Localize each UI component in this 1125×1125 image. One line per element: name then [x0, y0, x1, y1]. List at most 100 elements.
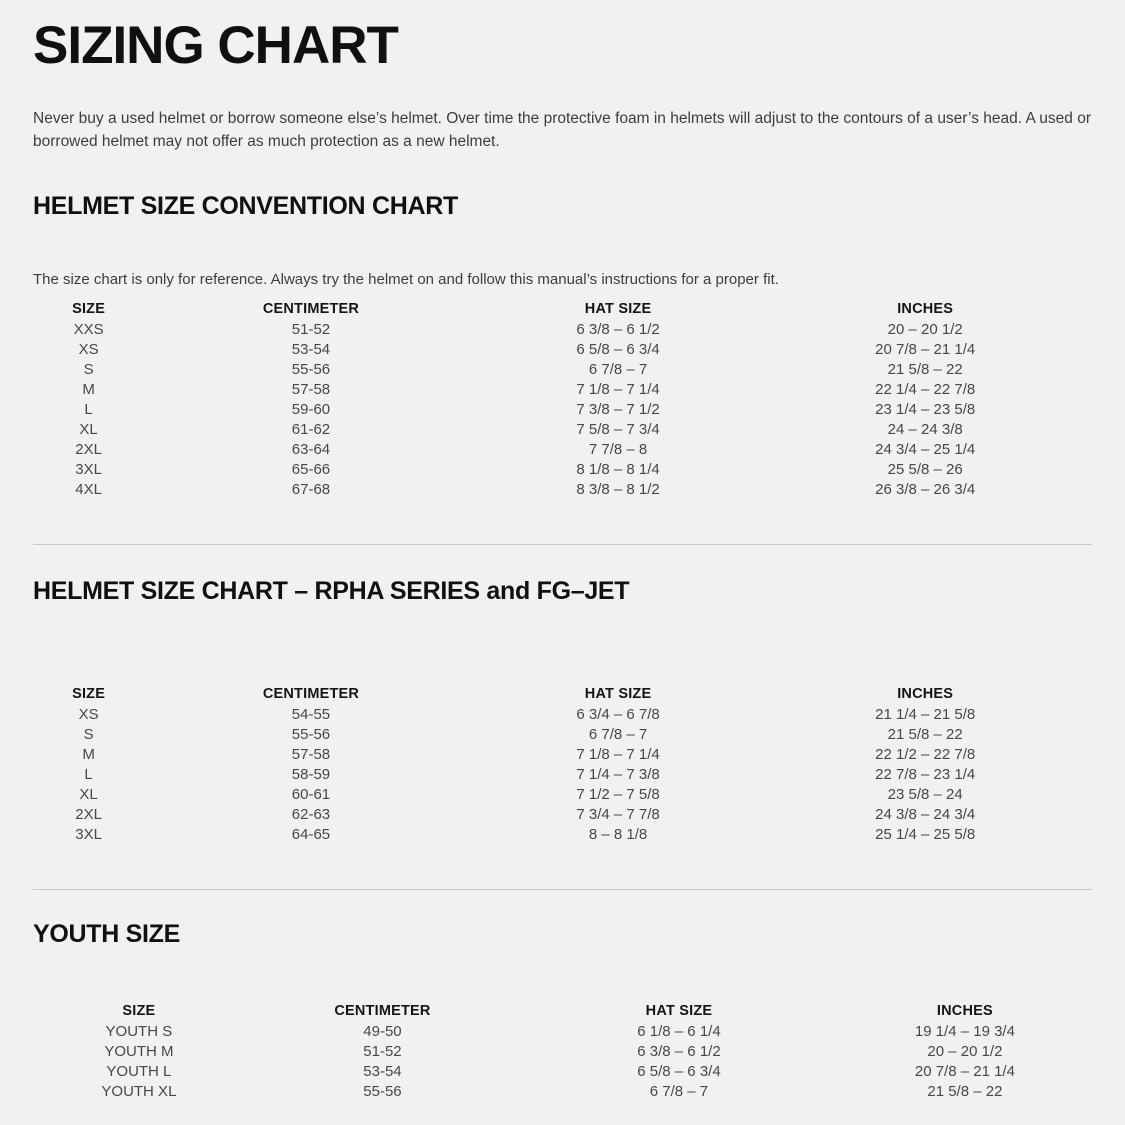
table-cell: YOUTH M — [104, 1043, 174, 1061]
table-row: L 59-60 7 3/8 – 7 1/2 23 1/4 – 23 5/8 — [33, 400, 1092, 420]
column-header: SIZE — [72, 686, 106, 703]
table-cell: S — [83, 361, 94, 379]
table-body: YOUTH S 49-50 6 1/8 – 6 1/4 19 1/4 – 19 3/4… — [33, 1022, 1092, 1102]
table-cell: 64-65 — [291, 826, 331, 844]
table-cell: 23 5/8 – 24 — [887, 786, 963, 804]
table-row: XXS 51-52 6 3/8 – 6 1/2 20 – 20 1/2 — [33, 320, 1092, 340]
table-row: 2XL 62-63 7 3/4 – 7 7/8 24 3/8 – 24 3/4 — [33, 805, 1092, 825]
table-cell: XL — [79, 786, 98, 804]
table-cell: XL — [79, 421, 98, 439]
table-cell: 59-60 — [291, 401, 331, 419]
section-heading-youth: YOUTH SIZE — [33, 919, 181, 948]
table-cell: M — [82, 746, 95, 764]
table-cell: 20 7/8 – 21 1/4 — [875, 341, 976, 359]
table-cell: 7 1/8 – 7 1/4 — [576, 381, 660, 399]
table-cell: 6 5/8 – 6 3/4 — [637, 1063, 721, 1081]
table-cell: 63-64 — [291, 441, 331, 459]
column-header: CENTIMETER — [334, 1003, 431, 1020]
table-cell: M — [82, 381, 95, 399]
convention-size-table: SIZE CENTIMETER HAT SIZE INCHES XXS 51-52 6 3… — [33, 300, 1092, 500]
table-cell: 53-54 — [363, 1063, 402, 1081]
table-cell: 8 3/8 – 8 1/2 — [576, 481, 660, 499]
table-cell: 3XL — [75, 461, 102, 479]
table-cell: 26 3/8 – 26 3/4 — [875, 481, 976, 499]
table-cell: XS — [78, 706, 99, 724]
table-cell: 22 1/2 – 22 7/8 — [875, 746, 976, 764]
rpha-size-table: SIZE CENTIMETER HAT SIZE INCHES XS 54-55 6 3/… — [33, 685, 1092, 845]
table-cell: 61-62 — [291, 421, 331, 439]
table-row: XL 60-61 7 1/2 – 7 5/8 23 5/8 – 24 — [33, 785, 1092, 805]
table-row: YOUTH M 51-52 6 3/8 – 6 1/2 20 – 20 1/2 — [33, 1042, 1092, 1062]
table-cell: 4XL — [75, 481, 102, 499]
table-cell: 6 5/8 – 6 3/4 — [576, 341, 660, 359]
table-cell: 7 1/8 – 7 1/4 — [576, 746, 660, 764]
table-row: S 55-56 6 7/8 – 7 21 5/8 – 22 — [33, 725, 1092, 745]
table-cell: 6 7/8 – 7 — [649, 1083, 709, 1101]
intro-text: Never buy a used helmet or borrow someon… — [33, 109, 1091, 150]
youth-size-table: SIZE CENTIMETER HAT SIZE INCHES YOUTH S 49-5… — [33, 1002, 1092, 1102]
table-cell: 51-52 — [363, 1043, 402, 1061]
table-row: XS 53-54 6 5/8 – 6 3/4 20 7/8 – 21 1/4 — [33, 340, 1092, 360]
table-row: XL 61-62 7 5/8 – 7 3/4 24 – 24 3/8 — [33, 420, 1092, 440]
table-cell: 55-56 — [291, 361, 331, 379]
table-cell: 8 1/8 – 8 1/4 — [576, 461, 660, 479]
table-row: YOUTH XL 55-56 6 7/8 – 7 21 5/8 – 22 — [33, 1082, 1092, 1102]
sizing-chart-page: SIZING CHART Never buy a used helmet or … — [33, 18, 1092, 1102]
table-cell: 2XL — [75, 806, 102, 824]
table-row: S 55-56 6 7/8 – 7 21 5/8 – 22 — [33, 360, 1092, 380]
column-header: CENTIMETER — [262, 301, 360, 318]
table-cell: 51-52 — [291, 321, 331, 339]
reference-note: The size chart is only for reference. Al… — [33, 270, 779, 288]
table-cell: 21 1/4 – 21 5/8 — [875, 706, 976, 724]
table-cell: 20 – 20 1/2 — [887, 321, 963, 339]
table-cell: L — [84, 401, 93, 419]
table-row: YOUTH S 49-50 6 1/8 – 6 1/4 19 1/4 – 19 3/4 — [33, 1022, 1092, 1042]
table-row: M 57-58 7 1/8 – 7 1/4 22 1/4 – 22 7/8 — [33, 380, 1092, 400]
section-divider — [33, 543, 1092, 545]
column-header: CENTIMETER — [262, 686, 360, 703]
table-cell: L — [84, 766, 93, 784]
table-cell: 6 3/8 – 6 1/2 — [576, 321, 660, 339]
table-cell: 22 7/8 – 23 1/4 — [875, 766, 976, 784]
table-row: M 57-58 7 1/8 – 7 1/4 22 1/2 – 22 7/8 — [33, 745, 1092, 765]
table-cell: 53-54 — [291, 341, 331, 359]
table-row: 2XL 63-64 7 7/8 – 8 24 3/4 – 25 1/4 — [33, 440, 1092, 460]
table-cell: 2XL — [75, 441, 102, 459]
table-cell: 3XL — [75, 826, 102, 844]
table-cell: 67-68 — [291, 481, 331, 499]
table-row: XS 54-55 6 3/4 – 6 7/8 21 1/4 – 21 5/8 — [33, 705, 1092, 725]
table-cell: 57-58 — [291, 381, 331, 399]
table-body: XS 54-55 6 3/4 – 6 7/8 21 1/4 – 21 5/8 S 55-5… — [33, 705, 1092, 845]
table-cell: 21 5/8 – 22 — [887, 726, 963, 744]
table-row: L 58-59 7 1/4 – 7 3/8 22 7/8 – 23 1/4 — [33, 765, 1092, 785]
table-cell: 24 – 24 3/8 — [887, 421, 963, 439]
column-header: HAT SIZE — [584, 686, 652, 703]
table-cell: YOUTH XL — [101, 1083, 177, 1101]
section-divider — [33, 888, 1092, 890]
table-cell: YOUTH S — [105, 1023, 173, 1041]
table-cell: 8 – 8 1/8 — [588, 826, 648, 844]
table-cell: 20 – 20 1/2 — [927, 1043, 1003, 1061]
column-header: HAT SIZE — [645, 1003, 713, 1020]
section-youth-size: YOUTH SIZE SIZE CENTIMETER HAT SIZE INCHES … — [33, 919, 1092, 1102]
column-header: INCHES — [936, 1003, 993, 1020]
table-header-row: SIZE CENTIMETER HAT SIZE INCHES — [33, 300, 1092, 320]
table-cell: 7 1/2 – 7 5/8 — [576, 786, 660, 804]
table-cell: 7 3/8 – 7 1/2 — [576, 401, 660, 419]
table-cell: 6 3/8 – 6 1/2 — [637, 1043, 721, 1061]
table-cell: 65-66 — [291, 461, 331, 479]
table-cell: 24 3/8 – 24 3/4 — [875, 806, 976, 824]
table-cell: 6 7/8 – 7 — [588, 726, 648, 744]
table-cell: 7 3/4 – 7 7/8 — [576, 806, 660, 824]
table-cell: 54-55 — [291, 706, 331, 724]
table-cell: 55-56 — [291, 726, 331, 744]
column-header: SIZE — [122, 1003, 156, 1020]
table-cell: 20 7/8 – 21 1/4 — [914, 1063, 1015, 1081]
table-cell: 7 1/4 – 7 3/8 — [576, 766, 660, 784]
table-cell: 24 3/4 – 25 1/4 — [875, 441, 976, 459]
table-cell: 55-56 — [363, 1083, 402, 1101]
table-cell: 6 1/8 – 6 1/4 — [637, 1023, 721, 1041]
table-cell: 58-59 — [291, 766, 331, 784]
table-cell: 22 1/4 – 22 7/8 — [875, 381, 976, 399]
table-row: 3XL 65-66 8 1/8 – 8 1/4 25 5/8 – 26 — [33, 460, 1092, 480]
